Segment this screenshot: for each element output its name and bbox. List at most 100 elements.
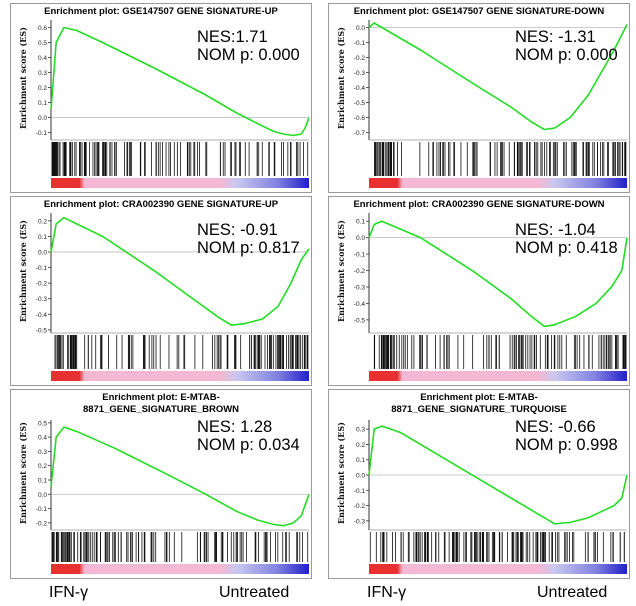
panel-title: Enrichment plot: E-MTAB- 8871_GENE_SIGNA… — [391, 392, 567, 415]
y-tick-label: -0.2 — [36, 281, 48, 288]
es-curve — [368, 425, 628, 525]
y-tick-label: 0.2 — [356, 442, 365, 449]
y-tick-label: 0.1 — [356, 457, 365, 464]
y-tick-label: 0.3 — [356, 427, 365, 434]
y-tick-label: -0.3 — [36, 296, 48, 303]
y-tick-label: -0.1 — [354, 488, 366, 495]
y-tick-label: -0.3 — [354, 518, 366, 525]
nes-value: NES: -0.91 — [197, 221, 278, 239]
rank-color-bar — [51, 178, 309, 188]
enrichment-plot-svg: 0.3 0.2 0.1 0.0 -0.1 -0.2 -0.3 — [354, 420, 628, 574]
nes-stats: NES: -1.04 NOM p: 0.418 — [515, 221, 618, 257]
y-tick-label: 0.0 — [356, 235, 365, 242]
rank-color-bar — [369, 371, 627, 381]
enrichment-panel: Enrichment plot: E-MTAB- 8871_GENE_SIGNA… — [10, 389, 312, 579]
label-ifn-right: IFN-γ — [367, 584, 407, 601]
y-tick-label: -0.4 — [354, 85, 366, 92]
rank-color-bar — [51, 564, 309, 574]
nes-stats: NES: 1.28 NOM p: 0.034 — [197, 418, 300, 454]
panel-title: Enrichment plot: GSE147507 GENE SIGNATUR… — [44, 6, 278, 17]
rank-color-bar — [369, 178, 627, 188]
y-tick-label: 0.3 — [38, 449, 47, 456]
y-tick-label: 0.2 — [38, 463, 47, 470]
y-axis-label: Enrichment score (ES) — [18, 422, 28, 524]
nom-p-value: NOM p: 0.817 — [197, 239, 300, 257]
nom-p-value: NOM p: 0.418 — [515, 239, 618, 257]
enrichment-panel: Enrichment plot: CRA002390 GENE SIGNATUR… — [328, 196, 630, 386]
y-tick-label: 0.1 — [356, 219, 365, 226]
y-tick-label: 0.4 — [38, 435, 47, 442]
panel-title: Enrichment plot: GSE147507 GENE SIGNATUR… — [353, 6, 605, 17]
y-tick-label: 0.0 — [356, 473, 365, 480]
panel-title: Enrichment plot: CRA002390 GENE SIGNATUR… — [43, 199, 279, 210]
nes-value: NES: 1.28 — [197, 418, 273, 436]
y-tick-label: -0.3 — [354, 70, 366, 77]
enrichment-plot-svg: 0.1 0.0 -0.1 -0.2 -0.3 -0.4 -0.5 — [354, 213, 628, 381]
enrichment-panel: Enrichment plot: GSE147507 GENE SIGNATUR… — [10, 3, 312, 193]
nes-value: NES: -1.31 — [515, 28, 596, 46]
nes-stats: NES: -0.66 NOM p: 0.998 — [515, 418, 618, 454]
y-tick-label: 0.4 — [38, 55, 47, 62]
y-tick-label: -0.1 — [354, 252, 366, 259]
y-axis-label: Enrichment score (ES) — [336, 422, 346, 524]
y-tick-label: 0.1 — [38, 478, 47, 485]
y-tick-label: 0.1 — [38, 234, 47, 241]
enrichment-panel: Enrichment plot: CRA002390 GENE SIGNATUR… — [10, 196, 312, 386]
label-untreated-left: Untreated — [219, 584, 290, 601]
y-tick-label: 0.0 — [356, 25, 365, 32]
es-curve — [50, 426, 310, 527]
es-curve — [368, 22, 628, 131]
y-tick-label: 0.3 — [38, 70, 47, 77]
enrichment-plot-svg: 0.6 0.5 0.4 0.3 0.2 0.1 0.0 -0.1 — [36, 20, 310, 188]
y-tick-label: -0.2 — [354, 268, 366, 275]
y-tick-label: 0.6 — [38, 25, 47, 32]
y-tick-label: -0.2 — [354, 503, 366, 510]
enrichment-panel: Enrichment plot: GSE147507 GENE SIGNATUR… — [328, 3, 630, 193]
nes-value: NES: -1.04 — [515, 221, 596, 239]
nes-stats: NES: -0.91 NOM p: 0.817 — [197, 221, 300, 257]
y-axis-label: Enrichment score (ES) — [336, 27, 346, 129]
es-curve — [50, 216, 310, 327]
y-tick-label: -0.1 — [354, 40, 366, 47]
y-tick-label: -0.5 — [36, 327, 48, 334]
nom-p-value: NOM p: 0.034 — [197, 436, 300, 454]
y-tick-label: 0.1 — [38, 100, 47, 107]
y-tick-label: -0.5 — [354, 100, 366, 107]
y-axis-label: Enrichment score (ES) — [18, 220, 28, 322]
y-tick-label: -0.2 — [354, 55, 366, 62]
enrichment-panel: Enrichment plot: E-MTAB- 8871_GENE_SIGNA… — [328, 389, 630, 579]
nes-value: NES:1.71 — [197, 28, 268, 46]
y-tick-label: 0.0 — [38, 115, 47, 122]
enrichment-plot-svg: 0.5 0.4 0.3 0.2 0.1 0.0 -0.1 -0.2 — [36, 420, 310, 574]
y-tick-label: -0.1 — [36, 265, 48, 272]
es-curve — [368, 220, 628, 328]
nom-p-value: NOM p: 0.000 — [197, 46, 300, 64]
y-axis-label: Enrichment score (ES) — [18, 27, 28, 129]
y-tick-label: -0.7 — [354, 130, 366, 137]
panel-title: Enrichment plot: CRA002390 GENE SIGNATUR… — [353, 199, 605, 210]
nes-stats: NES: -1.31 NOM p: 0.000 — [515, 28, 618, 64]
panel-title: Enrichment plot: E-MTAB- 8871_GENE_SIGNA… — [82, 392, 240, 415]
y-tick-label: -0.5 — [354, 317, 366, 324]
y-tick-label: -0.4 — [354, 301, 366, 308]
y-tick-label: 0.2 — [38, 85, 47, 92]
enrichment-plot-svg: 0.0 -0.1 -0.2 -0.3 -0.4 -0.5 -0.6 -0.7 — [354, 20, 628, 188]
y-tick-label: 0.0 — [38, 492, 47, 499]
rank-color-bar — [369, 564, 627, 574]
y-tick-label: 0.2 — [38, 218, 47, 225]
y-tick-label: 0.5 — [38, 420, 47, 427]
label-untreated-right: Untreated — [537, 584, 608, 601]
label-ifn-left: IFN-γ — [49, 584, 89, 601]
y-axis-label: Enrichment score (ES) — [336, 220, 346, 322]
y-tick-label: -0.2 — [36, 520, 48, 527]
es-curve — [50, 26, 310, 137]
nes-stats: NES:1.71 NOM p: 0.000 — [197, 28, 300, 64]
y-tick-label: -0.6 — [354, 115, 366, 122]
y-tick-label: -0.1 — [36, 506, 48, 513]
nom-p-value: NOM p: 0.998 — [515, 436, 618, 454]
y-tick-label: -0.4 — [36, 312, 48, 319]
nes-value: NES: -0.66 — [515, 418, 596, 436]
y-tick-label: -0.3 — [354, 284, 366, 291]
nom-p-value: NOM p: 0.000 — [515, 46, 618, 64]
y-tick-label: -0.1 — [36, 130, 48, 137]
